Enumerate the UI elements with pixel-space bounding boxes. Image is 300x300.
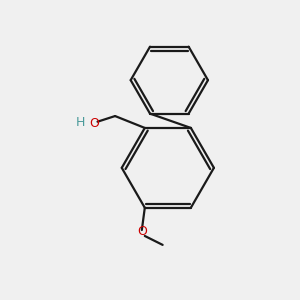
Text: O: O — [137, 225, 147, 238]
Text: O: O — [89, 117, 99, 130]
Text: H: H — [76, 116, 85, 129]
